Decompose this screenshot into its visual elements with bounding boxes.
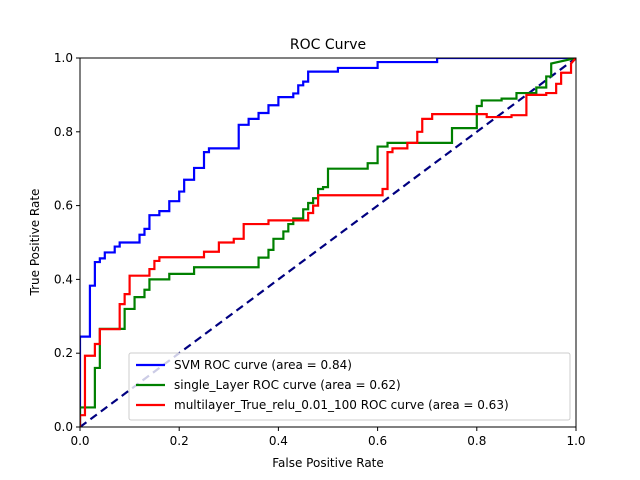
legend-label-2: multilayer_True_relu_0.01_100 ROC curve … bbox=[174, 398, 509, 412]
x-axis-label: False Positive Rate bbox=[272, 456, 384, 470]
x-tick-label: 0.0 bbox=[70, 434, 89, 448]
y-tick-label: 1.0 bbox=[54, 51, 73, 65]
legend-label-0: SVM ROC curve (area = 0.84) bbox=[174, 358, 352, 372]
x-tick-label: 0.4 bbox=[269, 434, 288, 448]
y-tick-label: 0.2 bbox=[54, 346, 73, 360]
legend-label-1: single_Layer ROC curve (area = 0.62) bbox=[174, 378, 401, 392]
x-tick-label: 0.6 bbox=[368, 434, 387, 448]
series-line-0 bbox=[80, 58, 576, 427]
x-tick-label: 1.0 bbox=[566, 434, 585, 448]
y-tick-label: 0.6 bbox=[54, 199, 73, 213]
y-tick-label: 0.8 bbox=[54, 125, 73, 139]
chart-title: ROC Curve bbox=[290, 37, 366, 53]
y-axis-label: True Positive Rate bbox=[28, 189, 42, 297]
legend-box bbox=[128, 352, 571, 421]
y-tick-label: 0.0 bbox=[54, 420, 73, 434]
series-line-2 bbox=[80, 58, 576, 427]
series-line-1 bbox=[80, 58, 576, 427]
y-tick-label: 0.4 bbox=[54, 272, 73, 286]
legend: SVM ROC curve (area = 0.84) single_Layer … bbox=[128, 352, 571, 421]
x-tick-label: 0.2 bbox=[170, 434, 189, 448]
x-tick-label: 0.8 bbox=[467, 434, 486, 448]
plot-frame bbox=[79, 57, 577, 428]
